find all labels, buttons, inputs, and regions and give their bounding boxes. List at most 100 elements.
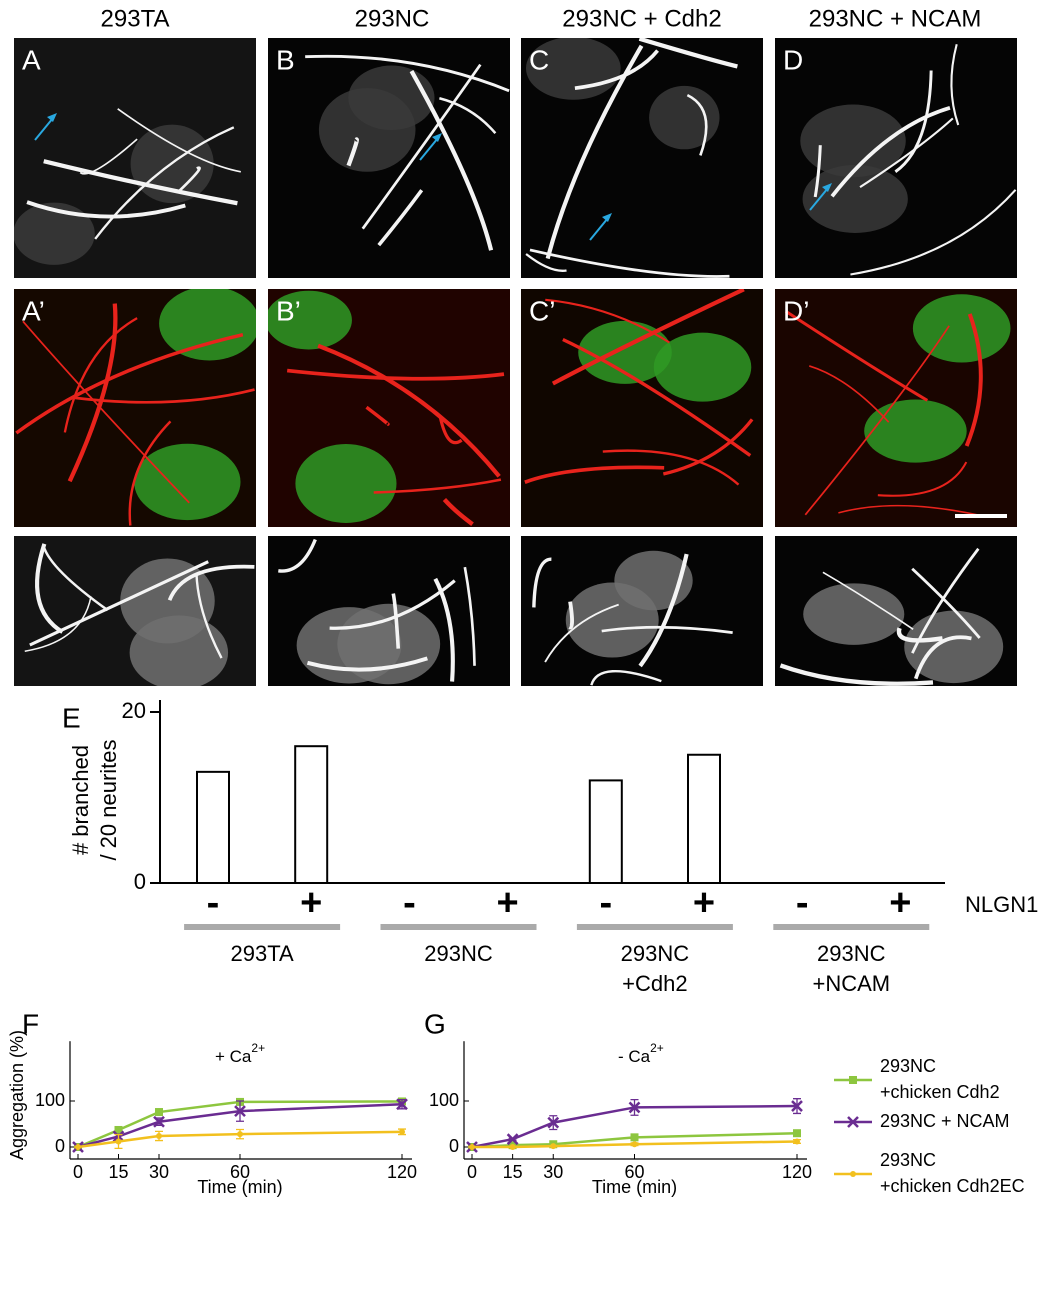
neurite	[463, 566, 476, 666]
micrograph	[14, 289, 256, 527]
image-content	[278, 538, 476, 685]
marker	[469, 1144, 475, 1150]
neurite	[42, 545, 109, 612]
x-tick-label: 0	[73, 1162, 83, 1182]
cell	[904, 610, 1004, 684]
marker	[114, 1125, 123, 1134]
bar	[588, 779, 623, 885]
legend-marker	[847, 1116, 859, 1128]
image-content	[524, 289, 754, 486]
column-header: 293NC + Cdh2	[562, 5, 721, 32]
cell	[159, 289, 256, 361]
bar	[294, 745, 329, 885]
neurite	[779, 663, 934, 686]
panel-label: A	[22, 44, 41, 75]
neurite	[79, 138, 138, 175]
neurite	[305, 54, 510, 93]
cell	[653, 332, 752, 402]
neurite	[913, 635, 972, 680]
image-content	[268, 290, 505, 526]
legend-label: +chicken Cdh2	[880, 1082, 1000, 1102]
neurite	[373, 478, 502, 494]
neurite	[562, 337, 752, 457]
y-axis-label: Aggregation (%)	[7, 1030, 27, 1160]
category-label: +	[889, 882, 911, 924]
neurite	[850, 189, 1017, 276]
neurite	[178, 166, 201, 192]
neurite	[128, 420, 172, 526]
marker	[155, 1108, 163, 1117]
image-content	[532, 550, 733, 686]
category-label: +	[496, 882, 518, 924]
neurite	[26, 200, 186, 219]
neurite	[896, 627, 943, 643]
annotation-text: + Ca	[215, 1047, 252, 1066]
image-content	[800, 43, 1017, 276]
legend-label: +chicken Cdh2EC	[880, 1176, 1025, 1196]
neurite	[822, 571, 914, 631]
image-content	[784, 294, 1011, 518]
micrograph	[775, 536, 1017, 686]
x-tick-label: 120	[387, 1162, 417, 1182]
marker	[396, 1098, 408, 1111]
bar	[196, 770, 230, 884]
micrograph	[268, 536, 510, 686]
neurite	[838, 504, 986, 518]
annotation-sup: 2+	[650, 1041, 664, 1055]
neurite	[329, 579, 456, 630]
marker	[793, 1129, 801, 1138]
category-label: -	[403, 882, 416, 924]
neurite	[911, 547, 980, 654]
marker	[75, 1144, 81, 1150]
marker	[237, 1131, 243, 1138]
neurite	[278, 538, 317, 573]
neurite	[950, 43, 960, 126]
legend-marker	[850, 1171, 856, 1177]
neurite	[72, 388, 255, 404]
column-header: 293NC	[355, 5, 430, 32]
image-content	[24, 543, 255, 686]
arrow	[419, 137, 439, 161]
micrograph	[775, 289, 1017, 527]
neurite	[195, 573, 223, 659]
y-tick-label: 0	[449, 1136, 459, 1156]
neurite	[29, 560, 209, 647]
image-content	[525, 38, 738, 278]
bar	[687, 753, 721, 884]
neurite	[117, 108, 241, 173]
cell	[912, 294, 1011, 363]
neurite	[638, 553, 689, 668]
group-label: +Cdh2	[622, 971, 687, 996]
cell	[337, 603, 441, 685]
neurite	[532, 557, 552, 608]
neurite	[545, 298, 670, 344]
y-axis-label: # branched	[68, 745, 93, 855]
neurite	[911, 567, 981, 639]
marker	[791, 1100, 803, 1112]
neurite	[590, 670, 662, 686]
scale-bar	[955, 514, 1007, 518]
neurite	[877, 461, 968, 497]
marker	[630, 1133, 639, 1142]
neurite	[346, 137, 359, 167]
neurite	[784, 309, 929, 402]
neurite	[35, 543, 64, 634]
neurite	[67, 303, 118, 483]
legend-label: 293NC	[880, 1056, 936, 1076]
micrograph	[14, 38, 256, 278]
neurite	[894, 70, 933, 173]
panel-label: D’	[783, 295, 809, 326]
annotation: + Ca2+	[215, 1041, 265, 1066]
neurite	[809, 365, 890, 423]
image-content	[15, 289, 256, 526]
arrow-head	[822, 183, 832, 192]
marker	[153, 1115, 165, 1128]
neurite	[439, 97, 497, 135]
annotation-text: - Ca	[618, 1047, 651, 1066]
cell	[14, 202, 95, 265]
neurite	[638, 38, 738, 69]
micrograph	[521, 38, 763, 278]
neurite	[24, 596, 92, 652]
